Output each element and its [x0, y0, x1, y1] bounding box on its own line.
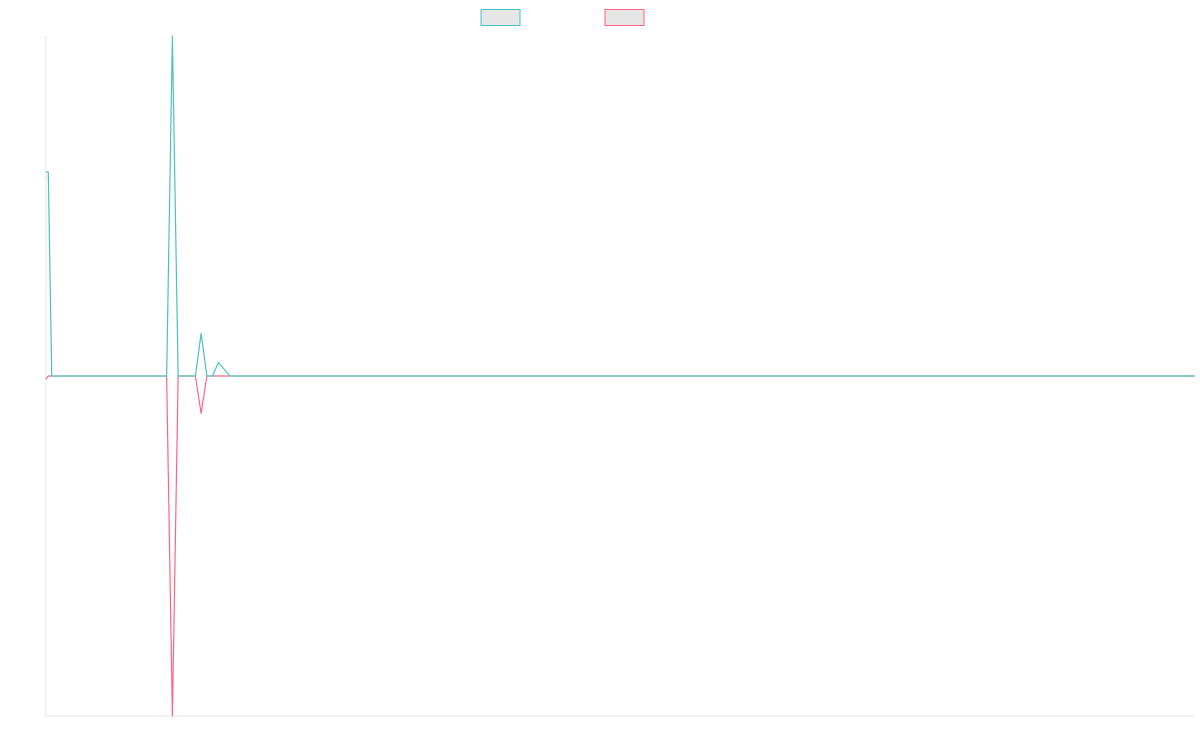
series-line-1: [46, 35, 1195, 377]
series-line-2: [45, 375, 1195, 717]
legend-swatch-1[interactable]: [480, 9, 521, 26]
series-lines: [45, 35, 1195, 717]
legend[interactable]: [480, 9, 645, 26]
legend-swatch-2[interactable]: [604, 9, 645, 26]
axes: [45, 36, 1195, 717]
